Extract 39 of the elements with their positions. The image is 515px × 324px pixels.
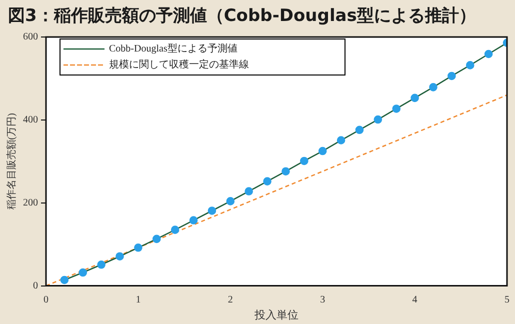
point bbox=[170, 226, 180, 234]
y-axis-title: 稲作名目販売額(万円) bbox=[6, 113, 18, 210]
point bbox=[466, 61, 474, 70]
point bbox=[78, 268, 88, 277]
legend-label: Cobb-Douglas型による予測値 bbox=[109, 42, 238, 55]
point bbox=[97, 260, 106, 269]
point bbox=[392, 104, 401, 113]
point bbox=[300, 156, 308, 166]
point bbox=[60, 276, 69, 284]
point bbox=[374, 115, 382, 124]
legend-label: 規模に関して収穫一定の基準線 bbox=[109, 58, 249, 71]
x-tick-label: 5 bbox=[504, 294, 510, 306]
point bbox=[116, 252, 124, 261]
point bbox=[152, 234, 161, 244]
x-tick-label: 3 bbox=[320, 294, 326, 306]
point bbox=[189, 216, 198, 224]
x-tick-label: 1 bbox=[136, 294, 141, 306]
point bbox=[355, 126, 364, 134]
point bbox=[318, 146, 327, 156]
point bbox=[429, 83, 438, 92]
x-tick-label: 4 bbox=[412, 294, 418, 306]
point bbox=[336, 136, 346, 144]
point bbox=[410, 94, 419, 102]
point bbox=[244, 187, 253, 196]
y-tick-label: 600 bbox=[23, 32, 38, 43]
y-tick-label: 200 bbox=[23, 197, 38, 208]
point bbox=[282, 167, 290, 176]
y-tick-label: 0 bbox=[33, 280, 38, 292]
x-tick-label: 2 bbox=[228, 294, 233, 306]
x-tick-label: 0 bbox=[44, 294, 48, 306]
point bbox=[226, 197, 235, 206]
point bbox=[263, 177, 272, 186]
point bbox=[484, 50, 493, 58]
point bbox=[208, 206, 216, 215]
x-axis-title: 投入単位 bbox=[254, 308, 298, 322]
point bbox=[448, 72, 456, 80]
y-tick-label: 400 bbox=[23, 114, 38, 126]
point bbox=[134, 244, 142, 252]
chart-title: 図3：稲作販売額の予測値（Cobb-Douglas型による推計） bbox=[7, 5, 477, 28]
